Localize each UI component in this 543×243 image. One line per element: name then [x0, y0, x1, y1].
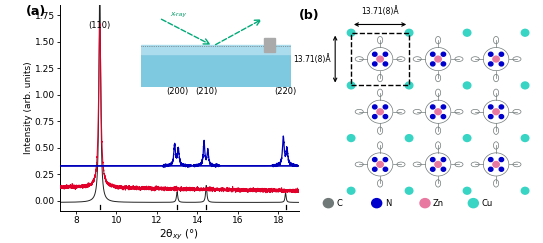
- Circle shape: [499, 52, 503, 56]
- Bar: [351, 33, 409, 86]
- Circle shape: [431, 115, 435, 119]
- Circle shape: [499, 105, 503, 109]
- Circle shape: [372, 157, 377, 162]
- Circle shape: [372, 167, 377, 171]
- Circle shape: [521, 135, 529, 141]
- Circle shape: [489, 115, 493, 119]
- Circle shape: [489, 105, 493, 109]
- Circle shape: [372, 115, 377, 119]
- Circle shape: [499, 62, 503, 66]
- Text: (110): (110): [89, 21, 111, 30]
- Circle shape: [493, 109, 499, 115]
- Circle shape: [348, 135, 355, 141]
- Circle shape: [521, 29, 529, 36]
- Text: C: C: [336, 199, 342, 208]
- Text: N: N: [384, 199, 391, 208]
- Circle shape: [441, 52, 446, 56]
- Circle shape: [441, 167, 446, 171]
- Circle shape: [405, 29, 413, 36]
- Circle shape: [441, 115, 446, 119]
- Circle shape: [348, 29, 355, 36]
- Circle shape: [431, 52, 435, 56]
- Circle shape: [489, 52, 493, 56]
- Circle shape: [431, 157, 435, 162]
- Circle shape: [383, 105, 388, 109]
- Circle shape: [463, 29, 471, 36]
- Y-axis label: Intensity (arb. units): Intensity (arb. units): [24, 62, 33, 155]
- Circle shape: [383, 157, 388, 162]
- Text: 13.71(8)Å: 13.71(8)Å: [293, 54, 331, 64]
- Circle shape: [489, 157, 493, 162]
- Circle shape: [441, 157, 446, 162]
- Circle shape: [405, 135, 413, 141]
- Circle shape: [431, 167, 435, 171]
- Circle shape: [441, 62, 446, 66]
- Circle shape: [405, 187, 413, 194]
- Circle shape: [463, 82, 471, 89]
- Text: (220): (220): [274, 87, 296, 96]
- Circle shape: [372, 62, 377, 66]
- Circle shape: [372, 52, 377, 56]
- Circle shape: [377, 56, 383, 62]
- Circle shape: [348, 187, 355, 194]
- Circle shape: [377, 109, 383, 115]
- X-axis label: 2θ$_{xy}$ (°): 2θ$_{xy}$ (°): [159, 228, 199, 243]
- Circle shape: [499, 167, 503, 171]
- Circle shape: [493, 162, 499, 167]
- Circle shape: [372, 105, 377, 109]
- Text: (210): (210): [195, 87, 217, 96]
- Text: (b): (b): [299, 9, 319, 22]
- Circle shape: [405, 82, 413, 89]
- Circle shape: [431, 62, 435, 66]
- Circle shape: [323, 199, 333, 208]
- Circle shape: [499, 115, 503, 119]
- Circle shape: [499, 157, 503, 162]
- Text: (200): (200): [166, 87, 188, 96]
- Circle shape: [493, 56, 499, 62]
- Circle shape: [521, 187, 529, 194]
- Circle shape: [463, 135, 471, 141]
- Circle shape: [468, 199, 478, 208]
- Circle shape: [463, 187, 471, 194]
- Circle shape: [431, 105, 435, 109]
- Text: Cu: Cu: [481, 199, 493, 208]
- Circle shape: [435, 162, 441, 167]
- Circle shape: [377, 162, 383, 167]
- Circle shape: [420, 199, 430, 208]
- Circle shape: [383, 52, 388, 56]
- Circle shape: [489, 62, 493, 66]
- Circle shape: [348, 82, 355, 89]
- Circle shape: [441, 105, 446, 109]
- Text: Zn: Zn: [433, 199, 444, 208]
- Circle shape: [435, 56, 441, 62]
- Text: (a): (a): [26, 5, 47, 18]
- Circle shape: [435, 109, 441, 115]
- Circle shape: [521, 82, 529, 89]
- Circle shape: [383, 115, 388, 119]
- Circle shape: [383, 62, 388, 66]
- Circle shape: [383, 167, 388, 171]
- Circle shape: [371, 199, 382, 208]
- Circle shape: [489, 167, 493, 171]
- Text: 13.71(8)Å: 13.71(8)Å: [361, 6, 399, 16]
